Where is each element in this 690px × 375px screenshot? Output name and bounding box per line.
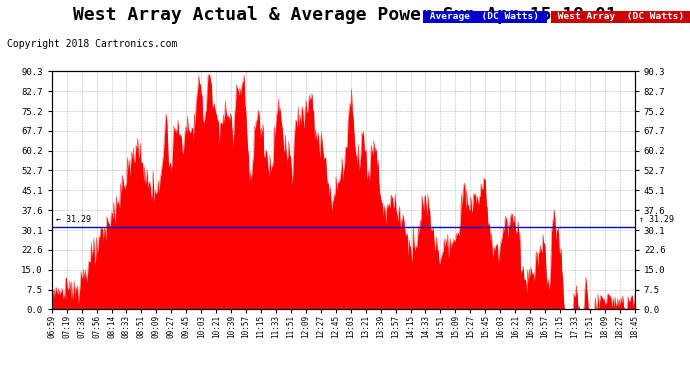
Text: Average  (DC Watts): Average (DC Watts) bbox=[424, 12, 545, 21]
Text: ← 31.29: ← 31.29 bbox=[56, 215, 91, 224]
Text: ↑ 31.29: ↑ 31.29 bbox=[639, 215, 674, 224]
Text: West Array  (DC Watts): West Array (DC Watts) bbox=[552, 12, 690, 21]
Text: Copyright 2018 Cartronics.com: Copyright 2018 Cartronics.com bbox=[7, 39, 177, 50]
Text: West Array Actual & Average Power Sun Apr 15 19:01: West Array Actual & Average Power Sun Ap… bbox=[73, 6, 617, 24]
